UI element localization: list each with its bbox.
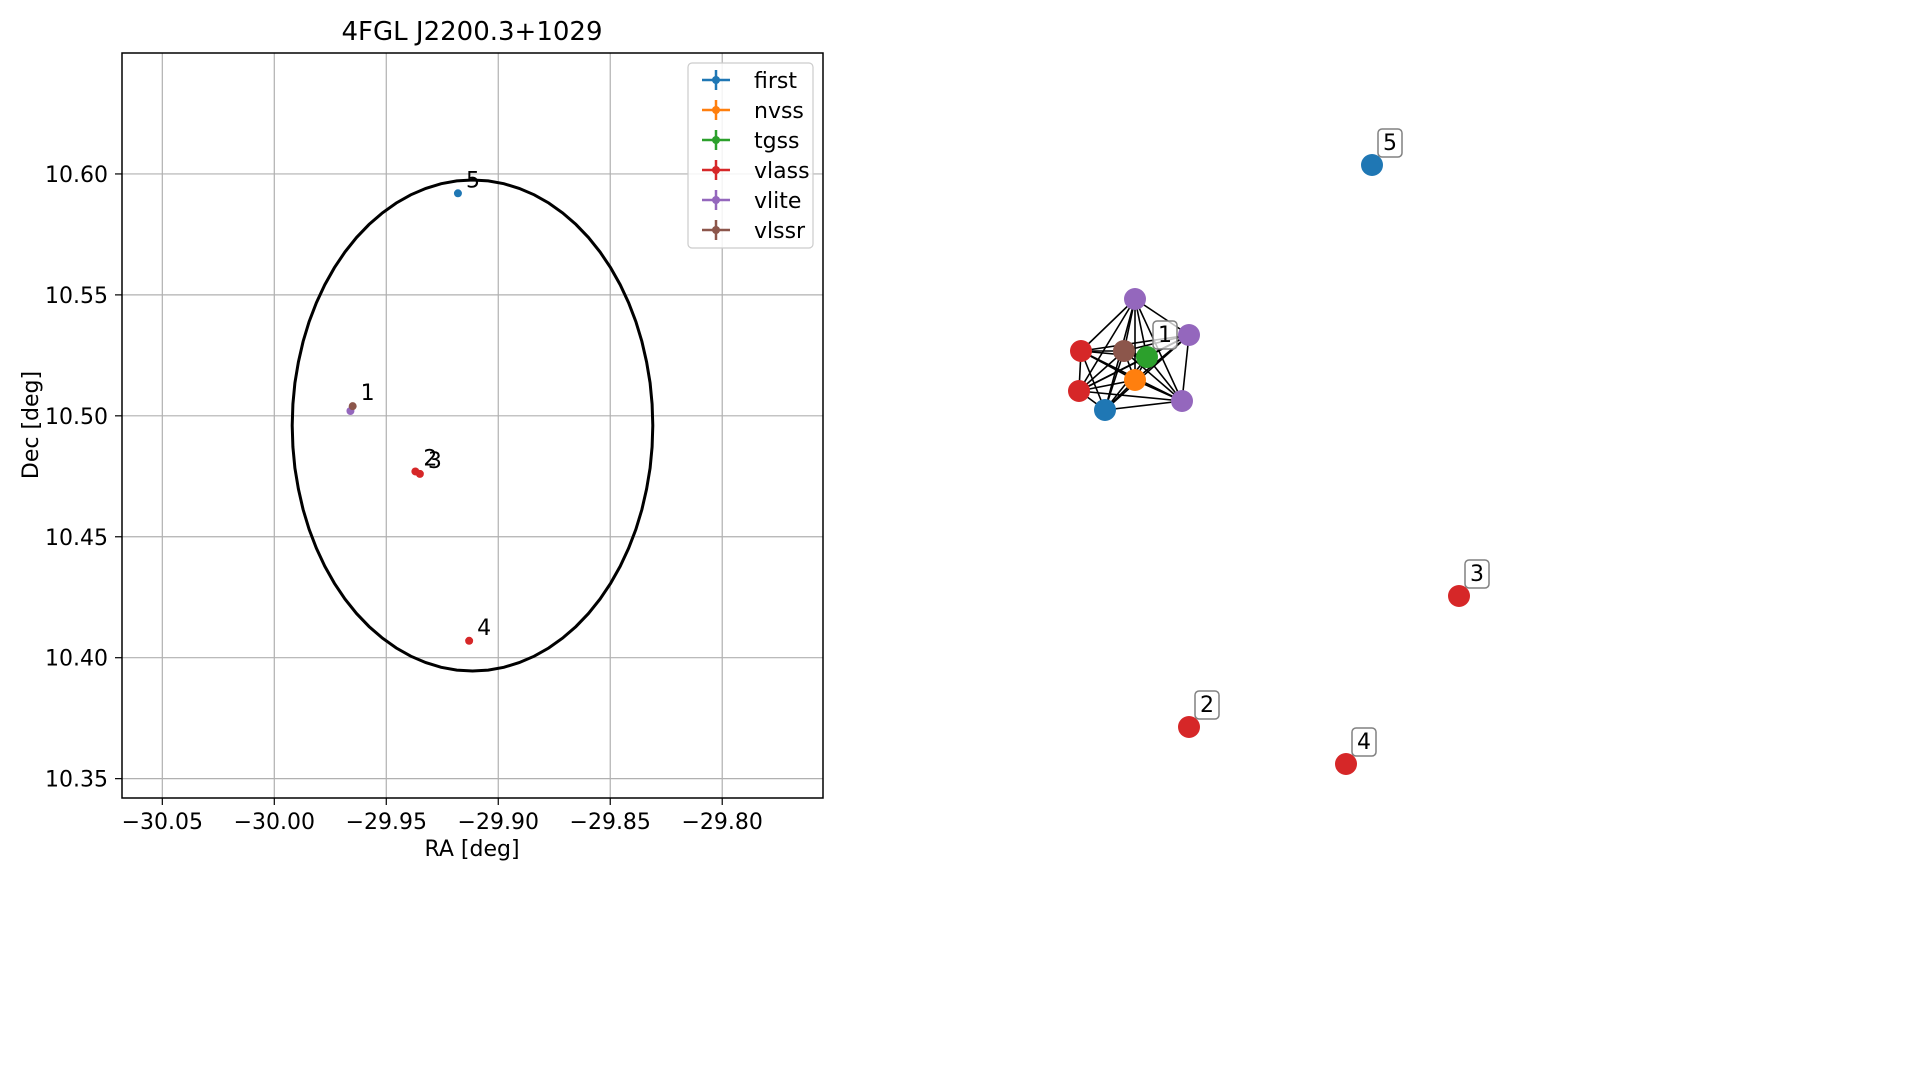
- y-tick-label: 10.60: [45, 163, 108, 188]
- legend-label-vlssr: vlssr: [754, 219, 806, 244]
- x-tick-label: −30.05: [122, 810, 203, 835]
- node-label-box: [1152, 320, 1178, 350]
- plot-frame: [121, 52, 824, 799]
- data-point-label: 5: [466, 168, 480, 193]
- data-point-first: [453, 189, 462, 198]
- network-nodes: [1068, 154, 1470, 775]
- legend-label-first: first: [754, 69, 797, 94]
- data-point-vlssr: [348, 402, 357, 411]
- node-label-text: 1: [1158, 323, 1172, 348]
- network-node: [1070, 340, 1092, 362]
- network-node-label: 3: [1464, 559, 1490, 589]
- network-node: [1068, 380, 1090, 402]
- network-node: [1124, 288, 1146, 310]
- scatter-panel: 4FGL J2200.3+1029 −30.05 −30.00 −29.95 −29.…: [19, 17, 824, 862]
- network-edge: [1104, 400, 1183, 411]
- network-node: [1124, 369, 1146, 391]
- node-label-box: [1351, 727, 1377, 757]
- network-edge: [1080, 298, 1136, 352]
- data-point-vlass: [415, 469, 424, 478]
- plot-title: 4FGL J2200.3+1029: [342, 17, 603, 47]
- y-tick-label: 10.40: [45, 647, 108, 672]
- y-tick-label: 10.35: [45, 768, 108, 793]
- legend-dot-nvss: [712, 106, 720, 114]
- legend: first nvss tgss vlass vlite vlssr: [687, 62, 814, 249]
- legend-label-tgss: tgss: [754, 129, 800, 154]
- network-node-label: 2: [1194, 690, 1220, 720]
- x-axis-title: RA [deg]: [424, 837, 519, 862]
- network-node-labels: 1 5 3 2 4: [1152, 128, 1490, 757]
- node-label-box: [1464, 559, 1490, 589]
- x-tick-label: −29.85: [570, 810, 651, 835]
- network-node: [1094, 399, 1116, 421]
- x-tick-label: −29.95: [346, 810, 427, 835]
- y-tick-label: 10.55: [45, 284, 108, 309]
- x-tick-label: −29.90: [458, 810, 539, 835]
- network-node: [1178, 716, 1200, 738]
- legend-dot-first: [712, 76, 720, 84]
- node-label-text: 4: [1357, 730, 1371, 755]
- legend-dot-vlite: [712, 196, 720, 204]
- network-edge: [1078, 298, 1136, 392]
- network-edge: [1078, 390, 1183, 402]
- legend-label-vlass: vlass: [754, 159, 810, 184]
- legend-label-vlite: vlite: [754, 189, 801, 214]
- network-edge: [1181, 334, 1190, 402]
- node-label-text: 3: [1470, 562, 1484, 587]
- network-node-label: 5: [1377, 128, 1403, 158]
- data-point-label: 2: [423, 446, 437, 471]
- x-axis-ticks: −30.05 −30.00 −29.95 −29.90 −29.85 −29.80: [122, 798, 763, 835]
- y-axis-title: Dec [deg]: [19, 371, 44, 479]
- data-point-vlass: [465, 636, 474, 645]
- network-node: [1136, 346, 1158, 368]
- network-node: [1448, 585, 1470, 607]
- legend-dot-tgss: [712, 136, 720, 144]
- y-tick-label: 10.50: [45, 405, 108, 430]
- legend-dot-vlssr: [712, 226, 720, 234]
- node-label-box: [1377, 128, 1403, 158]
- data-point-label: 3: [428, 449, 442, 474]
- network-edge: [1078, 356, 1148, 392]
- network-node-label: 1: [1152, 320, 1178, 350]
- node-label-box: [1194, 690, 1220, 720]
- node-label-text: 2: [1200, 693, 1214, 718]
- node-label-text: 5: [1383, 131, 1397, 156]
- data-point-label: 4: [477, 616, 491, 641]
- y-axis-ticks: 10.35 10.40 10.45 10.50 10.55 10.60: [45, 163, 122, 793]
- network-panel: 1 5 3 2 4: [1068, 128, 1490, 775]
- legend-dot-vlass: [712, 166, 720, 174]
- y-tick-label: 10.45: [45, 526, 108, 551]
- network-node: [1171, 390, 1193, 412]
- network-node: [1113, 340, 1135, 362]
- network-node: [1178, 324, 1200, 346]
- network-edge: [1123, 350, 1183, 402]
- error-ellipse: [290, 178, 655, 673]
- network-node: [1361, 154, 1383, 176]
- x-tick-label: −29.80: [682, 810, 763, 835]
- network-node-label: 4: [1351, 727, 1377, 757]
- network-node: [1335, 753, 1357, 775]
- legend-entries: first nvss tgss vlass vlite vlssr: [702, 69, 810, 244]
- data-point-label: 1: [361, 381, 375, 406]
- legend-label-nvss: nvss: [754, 99, 804, 124]
- x-tick-label: −30.00: [234, 810, 315, 835]
